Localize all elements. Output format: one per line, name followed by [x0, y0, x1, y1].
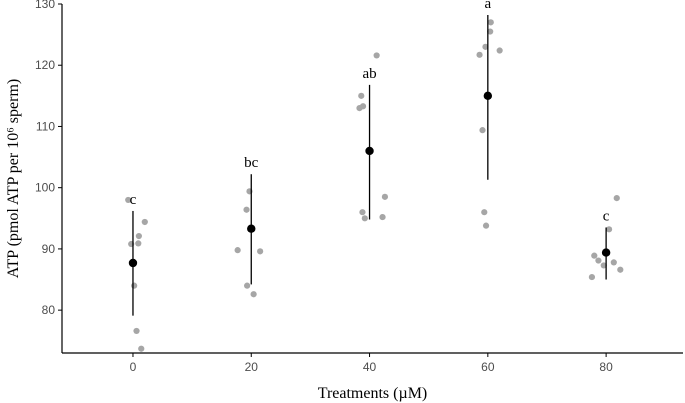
- raw-data-point: [617, 266, 624, 273]
- raw-data-point: [135, 232, 142, 240]
- y-axis-ticks: 80 90 100 110 120 130: [35, 0, 62, 317]
- raw-data-point: [141, 218, 148, 226]
- raw-data-point: [373, 52, 380, 59]
- raw-data-point: [244, 282, 251, 289]
- x-axis-title: Treatments (µM): [318, 385, 428, 402]
- raw-data-point: [487, 19, 494, 26]
- raw-data-point: [479, 127, 486, 134]
- raw-data-point: [243, 206, 250, 213]
- mean-point: [365, 146, 374, 156]
- x-axis-ticks: 0 20 40 60 80: [130, 353, 613, 374]
- raw-data-point: [358, 92, 365, 99]
- y-tick-label: 100: [35, 181, 55, 195]
- y-tick-label: 130: [35, 0, 55, 11]
- raw-data-point: [381, 193, 389, 200]
- raw-data-point: [487, 28, 494, 35]
- mean-point: [128, 258, 138, 268]
- raw-data-point: [496, 47, 503, 54]
- y-tick-label: 110: [36, 119, 55, 133]
- treatment-group: c: [588, 194, 624, 281]
- plot-area: c bc ab a c: [125, 0, 624, 352]
- significance-label: c: [130, 192, 137, 208]
- x-tick-label: 80: [599, 360, 613, 374]
- y-axis-title: ATP (pmol ATP per 10⁶ sperm): [5, 79, 22, 279]
- treatment-group: bc: [234, 155, 264, 298]
- raw-data-point: [482, 222, 490, 229]
- raw-data-point: [257, 248, 264, 255]
- raw-data-point: [133, 327, 140, 335]
- raw-data-point: [481, 209, 488, 216]
- x-tick-label: 60: [481, 360, 495, 374]
- raw-data-point: [379, 213, 386, 221]
- mean-point: [601, 248, 611, 257]
- x-tick-label: 40: [363, 360, 377, 374]
- raw-data-point: [359, 103, 367, 110]
- raw-data-point: [613, 194, 620, 202]
- y-tick-label: 120: [35, 58, 55, 72]
- mean-point: [247, 224, 256, 233]
- x-tick-label: 0: [130, 360, 137, 374]
- raw-data-point: [131, 282, 138, 289]
- treatment-group: c: [125, 192, 148, 352]
- raw-data-point: [595, 257, 602, 264]
- raw-data-point: [135, 240, 142, 247]
- x-tick-label: 20: [245, 360, 259, 374]
- significance-label: bc: [244, 155, 259, 171]
- raw-data-point: [605, 226, 613, 233]
- y-tick-label: 80: [42, 303, 56, 317]
- raw-data-point: [476, 51, 483, 58]
- raw-data-point: [234, 247, 241, 254]
- raw-data-point: [482, 43, 489, 50]
- mean-point: [483, 91, 493, 101]
- raw-data-point: [610, 259, 617, 266]
- raw-data-point: [591, 252, 598, 259]
- significance-label: c: [603, 208, 610, 224]
- treatment-group: a: [476, 0, 503, 229]
- significance-label: ab: [362, 66, 376, 82]
- raw-data-point: [359, 209, 366, 216]
- raw-data-point: [138, 345, 145, 352]
- raw-data-point: [600, 262, 607, 269]
- raw-data-point: [250, 291, 257, 298]
- treatment-group: ab: [356, 52, 389, 222]
- raw-data-point: [588, 273, 596, 281]
- raw-data-point: [125, 196, 132, 204]
- significance-label: a: [484, 0, 491, 12]
- raw-data-point: [361, 215, 368, 222]
- y-tick-label: 90: [42, 242, 56, 256]
